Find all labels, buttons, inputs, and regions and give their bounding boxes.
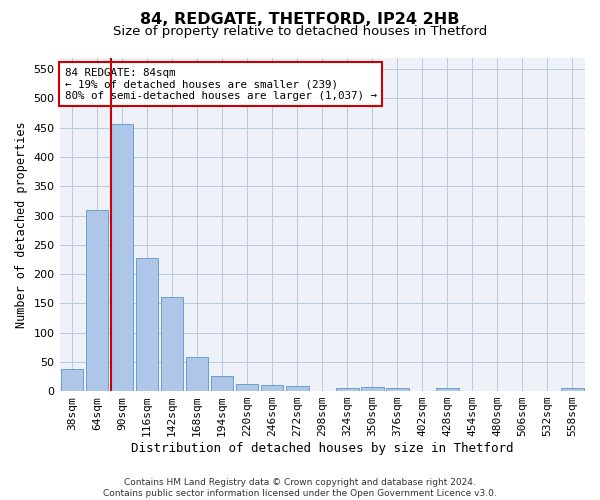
Bar — [286, 386, 308, 391]
Bar — [136, 258, 158, 391]
Bar — [186, 357, 208, 391]
Bar — [211, 376, 233, 391]
Bar — [561, 388, 584, 391]
Y-axis label: Number of detached properties: Number of detached properties — [15, 121, 28, 328]
Bar — [261, 385, 283, 391]
Bar — [386, 388, 409, 391]
Bar — [361, 387, 383, 391]
Bar — [236, 384, 259, 391]
Bar — [161, 298, 184, 391]
Text: 84, REDGATE, THETFORD, IP24 2HB: 84, REDGATE, THETFORD, IP24 2HB — [140, 12, 460, 28]
Bar — [111, 124, 133, 391]
Text: 84 REDGATE: 84sqm
← 19% of detached houses are smaller (239)
80% of semi-detache: 84 REDGATE: 84sqm ← 19% of detached hous… — [65, 68, 377, 100]
Bar — [86, 210, 109, 391]
Text: Contains HM Land Registry data © Crown copyright and database right 2024.
Contai: Contains HM Land Registry data © Crown c… — [103, 478, 497, 498]
Bar — [336, 388, 359, 391]
X-axis label: Distribution of detached houses by size in Thetford: Distribution of detached houses by size … — [131, 442, 514, 455]
Text: Size of property relative to detached houses in Thetford: Size of property relative to detached ho… — [113, 25, 487, 38]
Bar — [436, 388, 458, 391]
Bar — [61, 369, 83, 391]
